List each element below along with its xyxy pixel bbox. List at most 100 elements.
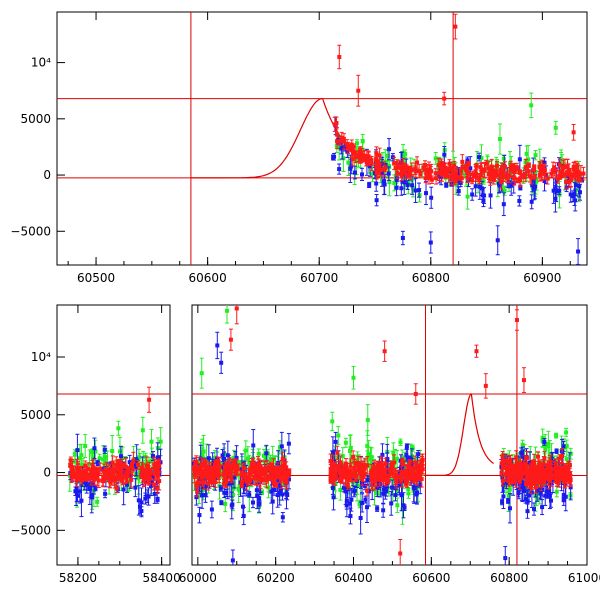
data-point <box>423 160 428 170</box>
y-tick-label: 5000 <box>20 408 51 422</box>
data-point <box>85 472 90 482</box>
data-point <box>553 185 558 213</box>
data-point <box>230 499 235 510</box>
data-point <box>526 164 531 179</box>
data-point <box>399 180 404 196</box>
x-tick-label: 61000 <box>568 571 600 585</box>
data-point <box>515 177 520 184</box>
data-point <box>436 164 441 182</box>
data-point <box>404 464 409 484</box>
data-point <box>209 500 214 519</box>
data-point <box>222 481 227 487</box>
data-point <box>257 500 262 507</box>
data-points <box>331 13 586 265</box>
data-point <box>330 468 335 480</box>
y-tick-label: −5000 <box>10 523 51 537</box>
data-point <box>444 182 449 188</box>
plot-frame <box>191 304 588 566</box>
data-point <box>465 183 470 210</box>
data-point <box>400 230 405 246</box>
data-point <box>116 420 121 436</box>
data-point <box>554 486 559 498</box>
data-point <box>94 466 99 474</box>
data-point <box>377 158 382 176</box>
data-point <box>402 504 407 511</box>
plot-frame <box>56 304 171 566</box>
data-point <box>553 162 558 179</box>
data-point <box>135 459 140 470</box>
data-point <box>213 464 218 475</box>
data-point <box>215 331 220 360</box>
data-point <box>335 464 340 472</box>
data-point <box>70 474 75 481</box>
data-point <box>517 195 522 207</box>
data-point <box>228 328 233 351</box>
data-point <box>400 458 405 465</box>
data-point <box>222 465 227 481</box>
data-point <box>382 340 387 362</box>
data-point <box>532 502 537 516</box>
data-point <box>250 496 255 509</box>
data-point <box>210 465 215 473</box>
data-point <box>126 467 131 478</box>
data-point <box>286 433 291 455</box>
data-point <box>418 171 423 177</box>
data-point <box>565 168 570 177</box>
x-tick-label: 60900 <box>523 271 561 285</box>
data-point <box>443 165 448 179</box>
data-point <box>533 149 538 161</box>
data-point <box>157 461 162 472</box>
data-point <box>515 162 520 175</box>
data-point <box>424 181 429 206</box>
data-point <box>369 464 374 478</box>
data-point <box>157 471 162 491</box>
data-point <box>206 475 211 491</box>
data-point <box>200 468 205 487</box>
y-tick-label: −5000 <box>10 224 51 238</box>
data-point <box>348 507 353 525</box>
data-point <box>277 467 282 480</box>
data-point <box>406 488 411 499</box>
data-point <box>564 465 569 474</box>
data-point <box>241 506 246 526</box>
data-point <box>233 460 238 475</box>
data-point <box>114 483 119 494</box>
data-point <box>529 194 534 210</box>
data-point <box>541 459 546 470</box>
data-point <box>415 156 420 169</box>
data-point <box>343 437 348 448</box>
data-point <box>507 493 512 524</box>
y-tick-label: 0 <box>43 466 51 480</box>
data-point <box>133 478 138 498</box>
data-point <box>374 194 379 207</box>
data-point <box>345 141 350 150</box>
data-point <box>199 357 204 389</box>
data-point <box>442 91 447 106</box>
data-point <box>70 466 75 473</box>
data-point <box>556 478 561 488</box>
data-point <box>332 116 337 132</box>
data-point <box>552 467 557 484</box>
data-points <box>67 386 163 518</box>
data-point <box>337 44 342 70</box>
data-point <box>539 164 544 182</box>
data-point <box>525 490 530 513</box>
data-point <box>508 160 513 173</box>
data-point <box>87 475 92 481</box>
data-point <box>360 493 365 513</box>
data-point <box>479 162 484 177</box>
data-point <box>392 156 397 171</box>
data-point <box>532 174 537 180</box>
data-point <box>570 190 575 202</box>
data-point <box>518 170 523 187</box>
y-tick-label: 10⁴ <box>31 350 51 364</box>
data-point <box>152 456 157 473</box>
data-point <box>390 479 395 496</box>
data-point <box>108 463 113 478</box>
data-point <box>406 173 411 179</box>
x-tick-label: 58200 <box>59 571 97 585</box>
data-point <box>334 473 339 481</box>
data-point <box>483 373 488 399</box>
data-point <box>357 465 362 480</box>
